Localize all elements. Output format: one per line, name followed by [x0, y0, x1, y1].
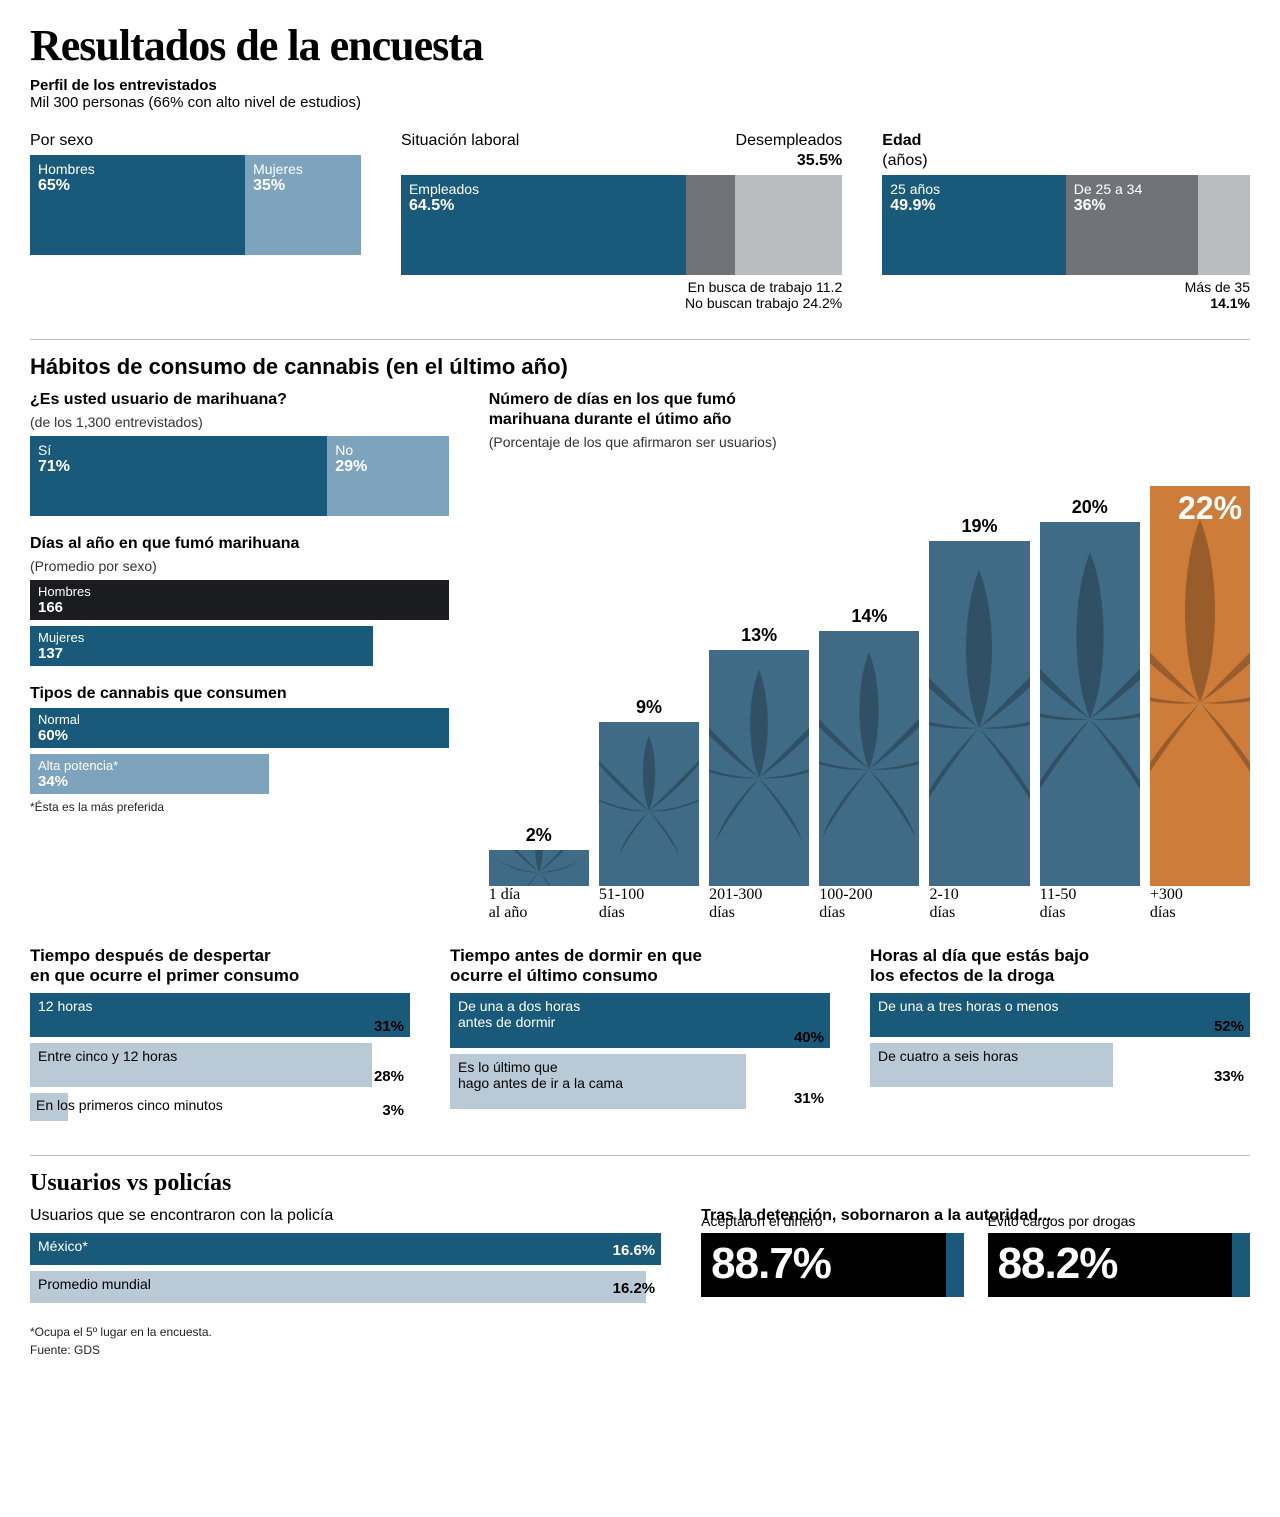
- freq-column: 19%: [929, 516, 1029, 886]
- timing-bar: Es lo último quehago antes de ir a la ca…: [450, 1054, 830, 1109]
- freq-xlabel: 100-200días: [819, 886, 919, 922]
- timing-bar: De una a tres horas o menos52%: [870, 993, 1250, 1037]
- userq-bar: Sí71%No29%: [30, 436, 449, 516]
- demographics-row: Por sexo Hombres65%Mujeres35% Situación …: [30, 131, 1250, 311]
- police-bar: Promedio mundial16.2%: [30, 1271, 661, 1303]
- types-footnote: *Ésta es la más preferida: [30, 800, 449, 814]
- timing-hours: Horas al día que estás bajo los efectos …: [870, 946, 1250, 1127]
- police-foot1: *Ocupa el 5º lugar en la encuesta.: [30, 1325, 1250, 1339]
- segment: [735, 175, 842, 275]
- police-right: Tras la detención, sobornaron a la autor…: [701, 1207, 1250, 1309]
- work-below2: No buscan trabajo 24.2%: [401, 295, 842, 311]
- page-title: Resultados de la encuesta: [30, 20, 1250, 71]
- hbar: Hombres166: [30, 580, 449, 620]
- freq-xlabel: 1 díaal año: [489, 886, 589, 922]
- panel-age: Edad (años) 25 años49.9%De 25 a 3436% Má…: [882, 131, 1250, 311]
- subtitle-label: Perfil de los entrevistados: [30, 77, 1250, 94]
- panel-work: Situación laboral Desempleados 35.5% Emp…: [401, 131, 842, 311]
- segment: Sí71%: [30, 436, 327, 516]
- timing-bar: De cuatro a seis horas33%: [870, 1043, 1250, 1087]
- work-topval: 35.5%: [797, 152, 842, 169]
- freq-column: 2%: [489, 825, 589, 886]
- freq-title1: Número de días en los que fumó: [489, 391, 736, 408]
- userq-title: ¿Es usted usuario de marihuana?: [30, 391, 287, 408]
- timing-wake: Tiempo después de despertar en que ocurr…: [30, 946, 410, 1127]
- freq-column-chart: 2%9%13%14%19%20%22%: [489, 456, 1250, 886]
- userq-group: ¿Es usted usuario de marihuana? (de los …: [30, 390, 449, 516]
- types-group: Tipos de cannabis que consumen Normal60%…: [30, 684, 449, 814]
- segment: De 25 a 3436%: [1066, 175, 1198, 275]
- work-bar: Empleados64.5%: [401, 175, 842, 275]
- habits-row: ¿Es usted usuario de marihuana? (de los …: [30, 390, 1250, 922]
- subtitle-text: Mil 300 personas (66% con alto nivel de …: [30, 94, 1250, 111]
- freq-title2: marihuana durante el útimo año: [489, 411, 732, 428]
- timing-bar: 12 horas31%: [30, 993, 410, 1037]
- sex-bar: Hombres65%Mujeres35%: [30, 155, 361, 255]
- timing-bar: En los primeros cinco minutos3%: [30, 1093, 410, 1121]
- sex-title: Por sexo: [30, 131, 361, 151]
- freq-xlabel: 51-100días: [599, 886, 699, 922]
- segment: Hombres65%: [30, 155, 245, 255]
- sleep-t2: ocurre el último consumo: [450, 966, 658, 985]
- police-title: Usuarios vs policías: [30, 1170, 1250, 1197]
- daysyear-note: (Promedio por sexo): [30, 558, 449, 574]
- freq-column: 14%: [819, 606, 919, 886]
- police-foot2: Fuente: GDS: [30, 1343, 1250, 1357]
- freq-xlabel: 2-10días: [929, 886, 1029, 922]
- freq-xlabel: 201-300días: [709, 886, 809, 922]
- freq-panel: Número de días en los que fumó marihuana…: [489, 390, 1250, 922]
- freq-column: 20%: [1040, 497, 1140, 886]
- police-subtitle: Usuarios que se encontraron con la polic…: [30, 1207, 661, 1225]
- hbar: Alta potencia*34%: [30, 754, 449, 794]
- freq-column: 22%: [1150, 486, 1250, 886]
- hours-t2: los efectos de la droga: [870, 966, 1054, 985]
- age-bar: 25 años49.9%De 25 a 3436%: [882, 175, 1250, 275]
- timing-row: Tiempo después de despertar en que ocurr…: [30, 946, 1250, 1127]
- work-title: Situación laboral: [401, 131, 519, 171]
- big-stat: Aceptaron el dinero88.7%: [701, 1233, 963, 1297]
- work-toplabel: Desempleados: [736, 132, 843, 149]
- subtitle-block: Perfil de los entrevistados Mil 300 pers…: [30, 77, 1250, 111]
- timing-sleep: Tiempo antes de dormir en que ocurre el …: [450, 946, 830, 1127]
- police-bar: México*16.6%: [30, 1233, 661, 1265]
- hbar: Mujeres137: [30, 626, 449, 666]
- hbar: Normal60%: [30, 708, 449, 748]
- age-below-label: Más de 35: [1185, 279, 1250, 295]
- timing-bar: De una a dos horasantes de dormir40%: [450, 993, 830, 1048]
- wake-t1: Tiempo después de despertar: [30, 946, 271, 965]
- segment: [686, 175, 735, 275]
- panel-sex: Por sexo Hombres65%Mujeres35%: [30, 131, 361, 311]
- freq-note: (Porcentaje de los que afirmaron ser usu…: [489, 434, 1250, 450]
- freq-xlabel: 11-50días: [1040, 886, 1140, 922]
- age-title: Edad: [882, 132, 921, 149]
- big-stat: Evitó cargos por drogas88.2%: [988, 1233, 1250, 1297]
- daysyear-title: Días al año en que fumó marihuana: [30, 535, 299, 552]
- habits-title: Hábitos de consumo de cannabis (en el úl…: [30, 354, 1250, 380]
- userq-note: (de los 1,300 entrevistados): [30, 414, 449, 430]
- segment: [1198, 175, 1250, 275]
- habits-left: ¿Es usted usuario de marihuana? (de los …: [30, 390, 449, 922]
- work-below1: En busca de trabajo 11.2: [401, 279, 842, 295]
- segment: 25 años49.9%: [882, 175, 1065, 275]
- sleep-t1: Tiempo antes de dormir en que: [450, 946, 702, 965]
- age-below-value: 14.1%: [1210, 295, 1250, 311]
- segment: Mujeres35%: [245, 155, 361, 255]
- segment: Empleados64.5%: [401, 175, 686, 275]
- hours-t1: Horas al día que estás bajo: [870, 946, 1089, 965]
- daysyear-group: Días al año en que fumó marihuana (Prome…: [30, 534, 449, 666]
- timing-bar: Entre cinco y 12 horas28%: [30, 1043, 410, 1087]
- freq-column: 9%: [599, 697, 699, 886]
- freq-xlabel: +300días: [1150, 886, 1250, 922]
- segment: No29%: [327, 436, 448, 516]
- types-title: Tipos de cannabis que consumen: [30, 685, 287, 702]
- age-subtitle: (años): [882, 152, 927, 169]
- wake-t2: en que ocurre el primer consumo: [30, 966, 299, 985]
- police-left: Usuarios que se encontraron con la polic…: [30, 1207, 661, 1309]
- freq-column: 13%: [709, 625, 809, 886]
- police-row: Usuarios que se encontraron con la polic…: [30, 1207, 1250, 1309]
